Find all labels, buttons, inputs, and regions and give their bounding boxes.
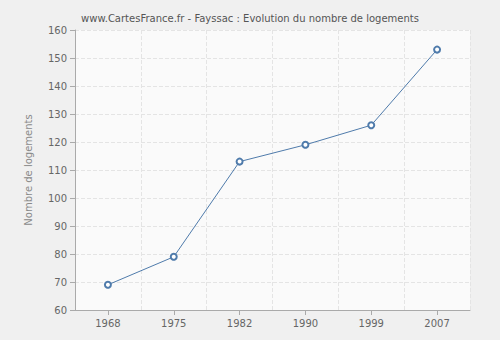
svg-text:2007: 2007 <box>424 318 449 329</box>
svg-text:100: 100 <box>48 193 67 204</box>
svg-text:1990: 1990 <box>293 318 318 329</box>
svg-text:1968: 1968 <box>95 318 120 329</box>
svg-text:160: 160 <box>48 25 67 36</box>
svg-text:Nombre de logements: Nombre de logements <box>23 114 34 225</box>
svg-text:90: 90 <box>54 221 67 232</box>
svg-text:140: 140 <box>48 81 67 92</box>
svg-text:130: 130 <box>48 109 67 120</box>
svg-text:1999: 1999 <box>359 318 384 329</box>
svg-text:1982: 1982 <box>227 318 252 329</box>
svg-text:www.CartesFrance.fr - Fayssac: www.CartesFrance.fr - Fayssac : Evolutio… <box>81 13 419 24</box>
svg-text:80: 80 <box>54 249 67 260</box>
svg-text:60: 60 <box>54 305 67 316</box>
svg-text:110: 110 <box>48 165 67 176</box>
svg-text:150: 150 <box>48 53 67 64</box>
svg-text:1975: 1975 <box>161 318 186 329</box>
svg-text:70: 70 <box>54 277 67 288</box>
svg-text:120: 120 <box>48 137 67 148</box>
